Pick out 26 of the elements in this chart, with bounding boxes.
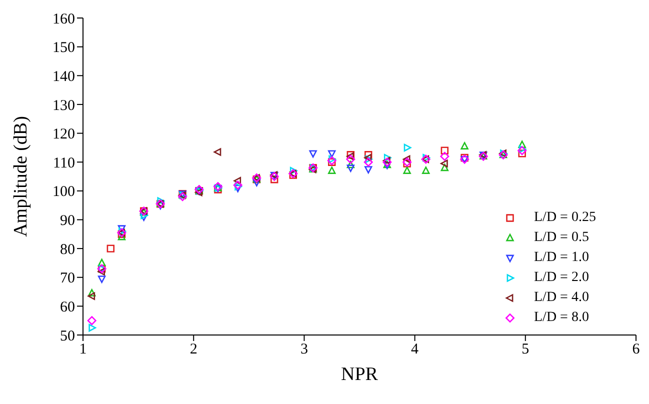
x-tick-label: 6 xyxy=(632,342,640,358)
y-tick-label: 60 xyxy=(60,300,75,316)
x-tick-label: 3 xyxy=(300,342,308,358)
y-tick-label: 160 xyxy=(52,11,75,28)
x-tick-label: 1 xyxy=(79,342,87,358)
y-tick-label: 80 xyxy=(60,242,75,258)
x-tick-label: 4 xyxy=(411,342,420,358)
y-tick-label: 150 xyxy=(52,40,75,56)
legend-label: L/D = 1.0 xyxy=(534,250,589,266)
y-tick-label: 130 xyxy=(52,98,75,114)
legend-label: L/D = 2.0 xyxy=(534,270,589,286)
y-tick-label: 100 xyxy=(52,184,75,200)
y-tick-label: 110 xyxy=(53,155,75,172)
legend-label: L/D = 4.0 xyxy=(534,290,589,306)
legend-label: L/D = 8.0 xyxy=(534,310,589,326)
legend-label: L/D = 0.5 xyxy=(534,230,589,246)
y-axis-title: Amplitude (dB) xyxy=(10,116,32,237)
y-tick-label: 90 xyxy=(60,213,75,230)
y-tick-label: 70 xyxy=(60,270,75,287)
x-tick-label: 2 xyxy=(190,342,198,358)
y-tick-label: 120 xyxy=(52,126,75,143)
y-tick-label: 140 xyxy=(52,68,75,85)
x-tick-label: 5 xyxy=(522,342,530,358)
legend-label: L/D = 0.25 xyxy=(534,210,596,226)
x-axis-title: NPR xyxy=(341,364,378,385)
y-tick-label: 50 xyxy=(60,328,75,344)
